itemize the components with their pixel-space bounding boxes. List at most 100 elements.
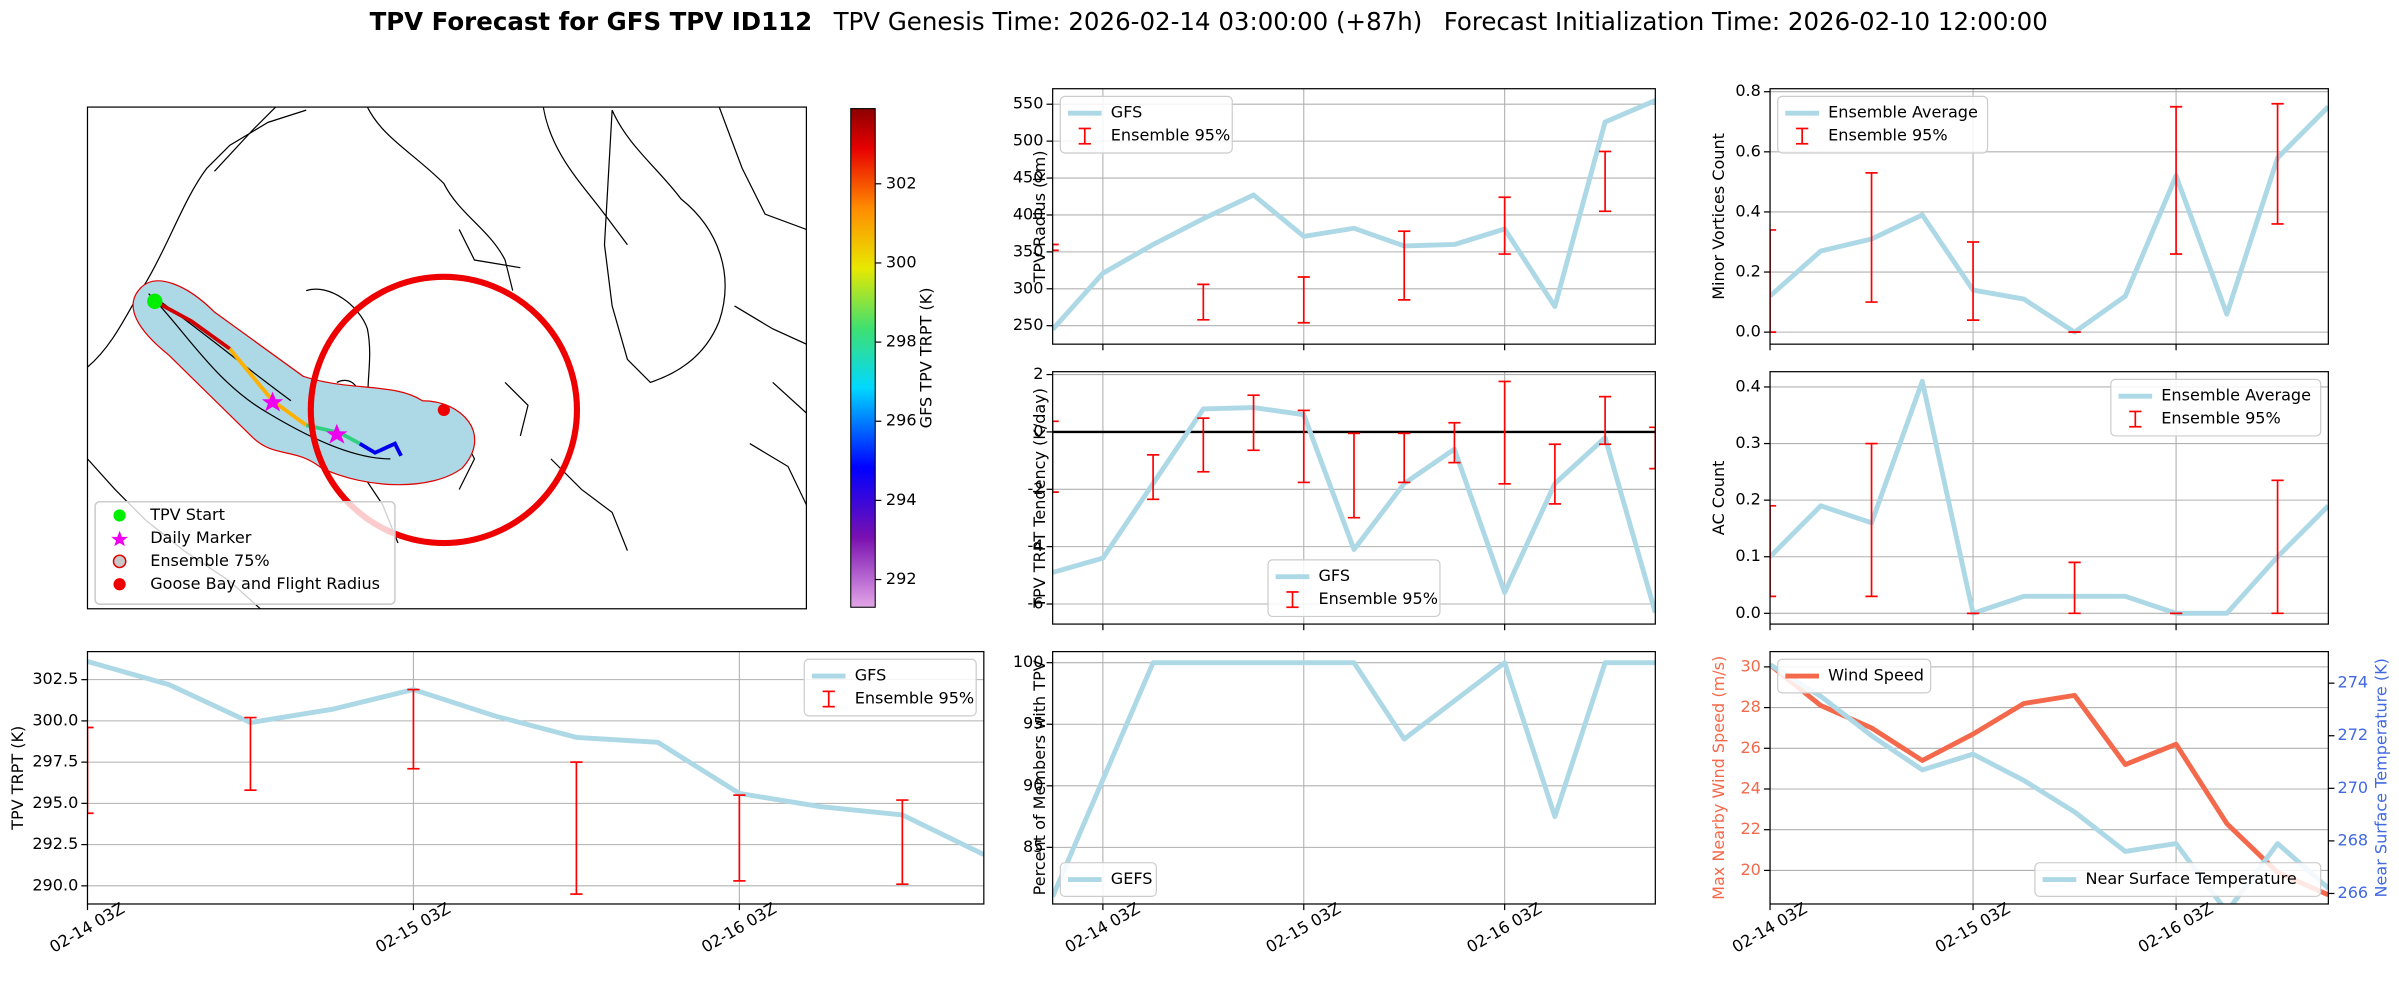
y-tick-label: 300 — [1013, 278, 1044, 297]
y-axis-label: Percent of Members with TPV — [1030, 660, 1049, 895]
legend-label: TPV Start — [149, 505, 225, 524]
y-tick-label: 0.6 — [1735, 141, 1761, 160]
y-tick-label: 266 — [2338, 883, 2369, 902]
y-tick-label: 0.3 — [1735, 433, 1761, 452]
colorbar-tick-label: 300 — [886, 252, 917, 271]
track — [358, 441, 403, 457]
y-tick-label: 500 — [1013, 131, 1044, 150]
colorbar-tick-label: 292 — [886, 569, 917, 588]
legend-marker — [112, 554, 127, 569]
y-tick-label: 450 — [1013, 168, 1044, 187]
y-tick-label: 270 — [2338, 778, 2369, 797]
legend-label: GEFS — [1111, 869, 1153, 888]
y-tick-label: -2 — [1027, 479, 1043, 498]
legend-label: Near Surface Temperature — [2085, 869, 2296, 888]
line-series — [1052, 660, 1656, 898]
colorbar-tick-label: 294 — [886, 490, 917, 509]
y-tick-label: 30 — [1740, 656, 1760, 675]
goose-bay — [437, 403, 450, 417]
legend-label: Ensemble 95% — [1319, 589, 1438, 608]
legend-label: Ensemble 75% — [150, 551, 269, 570]
y-tick-label: 100 — [1013, 652, 1044, 671]
plot-frame — [1769, 371, 2329, 625]
map-content — [87, 107, 807, 609]
y-axis-label: TPV TRPT (K) — [8, 726, 27, 831]
map-frame — [86, 106, 808, 610]
y2-axis-label: Near Surface Temperature (K) — [2371, 658, 2390, 897]
y-tick-label: 24 — [1740, 778, 1760, 797]
legend-label: GFS — [1319, 566, 1351, 585]
y-tick-label: 0.1 — [1735, 546, 1761, 565]
y-tick-label: 300.0 — [32, 710, 78, 729]
figure-title: TPV Forecast for GFS TPV ID112 TPV Genesi… — [370, 7, 2048, 36]
legend-box — [1777, 658, 1932, 694]
line-series — [87, 659, 984, 857]
plot-area — [1052, 660, 1656, 898]
legend-label: Wind Speed — [1828, 666, 1924, 685]
y-tick-label: 28 — [1740, 697, 1760, 716]
line-series — [1770, 662, 2329, 898]
y-tick-label: 274 — [2338, 673, 2369, 692]
map-legend — [94, 500, 396, 605]
legend-label: Ensemble Average — [2161, 386, 2311, 405]
title-genesis: TPV Genesis Time: 2026-02-14 03:00:00 (+… — [833, 7, 1423, 36]
flight-radius — [307, 273, 581, 547]
legend-box — [2034, 862, 2322, 897]
plot-frame — [1769, 650, 2329, 905]
y-tick-label: 26 — [1740, 738, 1760, 757]
line-series — [1770, 378, 2329, 616]
y-tick-label: 400 — [1013, 204, 1044, 223]
title-main: TPV Forecast for GFS TPV ID112 — [370, 7, 813, 36]
legend-label: GFS — [1111, 103, 1143, 122]
colorbar-tick-label: 302 — [886, 173, 917, 192]
legend-label: Ensemble 95% — [855, 689, 974, 708]
plot-frame — [1052, 650, 1656, 905]
y-tick-label: 95 — [1023, 714, 1043, 733]
y-tick-label: 0.0 — [1735, 603, 1761, 622]
y-tick-label: 295.0 — [32, 793, 78, 812]
y-tick-label: 292.5 — [32, 834, 78, 853]
plot-background — [1770, 651, 2329, 904]
legend-label: Daily Marker — [150, 528, 252, 547]
plot-frame — [1052, 371, 1656, 625]
y-axis-label: TPV TRPT Tendency (K/day) — [1030, 388, 1049, 609]
plot-area — [1052, 380, 1656, 614]
colorbar-tick-label: 296 — [886, 411, 917, 430]
map: TPV Start Daily Marker Ensemble 75% Goos… — [86, 106, 936, 610]
legend-box — [803, 658, 977, 717]
daily-marker — [326, 423, 348, 444]
y-tick-label: 272 — [2338, 725, 2369, 744]
legend-label: Ensemble 95% — [2161, 409, 2280, 428]
legend-label: Ensemble 95% — [1111, 126, 1230, 145]
y-axis-label: TPV Radius (km) — [1030, 150, 1049, 283]
y-tick-label: 0 — [1033, 421, 1043, 440]
colorbar-tick-label: 298 — [886, 332, 917, 351]
legend-label: GFS — [855, 666, 887, 685]
line-series — [1770, 105, 2329, 335]
legend-box — [1777, 95, 1989, 154]
plot-frame — [1769, 88, 2329, 345]
legend-label: Ensemble Average — [1828, 103, 1978, 122]
y-tick-label: 0.2 — [1735, 262, 1761, 281]
y-tick-label: -6 — [1027, 593, 1043, 612]
legend-label: Goose Bay and Flight Radius — [150, 574, 380, 593]
plot-frame — [86, 650, 985, 905]
legend-marker — [111, 530, 129, 547]
plot-frame — [1052, 88, 1656, 345]
legend-marker — [113, 509, 126, 522]
y-axis-label: AC Count — [1709, 461, 1728, 536]
y-tick-label: 2 — [1033, 364, 1043, 383]
legend-box — [2110, 378, 2322, 437]
legend-marker — [113, 578, 126, 591]
plot-background — [1052, 651, 1656, 904]
y-tick-label: 268 — [2338, 830, 2369, 849]
legend-box — [1059, 862, 1157, 897]
line-series — [1770, 662, 2329, 904]
y-tick-label: 297.5 — [32, 752, 78, 771]
y-tick-label: 20 — [1740, 860, 1760, 879]
title-init: Forecast Initialization Time: 2026-02-10… — [1444, 7, 2048, 36]
y-axis-label: Minor Vortices Count — [1709, 133, 1728, 300]
tpv-start — [147, 293, 163, 309]
y-tick-label: 0.8 — [1735, 81, 1761, 100]
